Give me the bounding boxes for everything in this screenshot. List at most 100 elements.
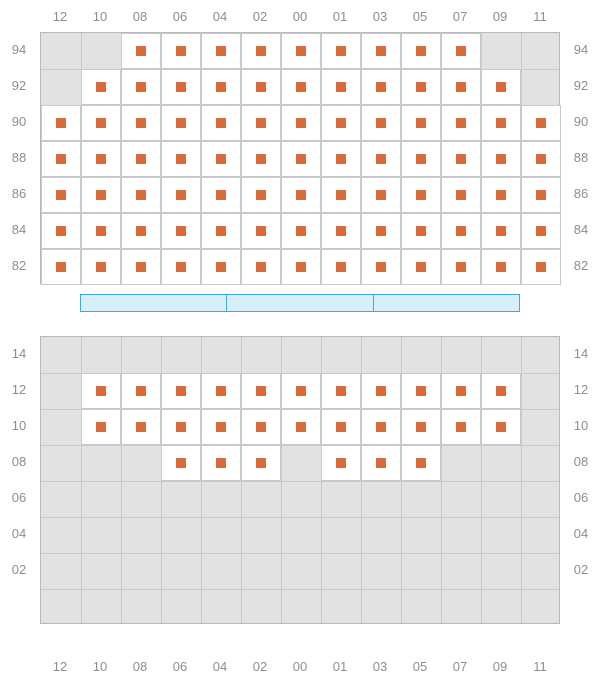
seat[interactable] [401, 409, 441, 445]
seat[interactable] [481, 177, 521, 213]
seat[interactable] [121, 141, 161, 177]
seat[interactable] [321, 69, 361, 105]
seat[interactable] [481, 249, 521, 285]
seat[interactable] [121, 69, 161, 105]
seat[interactable] [161, 249, 201, 285]
seat[interactable] [201, 105, 241, 141]
seat[interactable] [161, 177, 201, 213]
seat[interactable] [241, 141, 281, 177]
seat[interactable] [361, 69, 401, 105]
seat[interactable] [281, 177, 321, 213]
seat[interactable] [481, 141, 521, 177]
seat[interactable] [241, 445, 281, 481]
seat[interactable] [201, 177, 241, 213]
seat[interactable] [201, 213, 241, 249]
seat[interactable] [401, 177, 441, 213]
seat[interactable] [401, 105, 441, 141]
seat[interactable] [81, 249, 121, 285]
seat[interactable] [281, 409, 321, 445]
seat[interactable] [441, 69, 481, 105]
seat[interactable] [161, 445, 201, 481]
seat[interactable] [41, 105, 81, 141]
seat[interactable] [521, 213, 561, 249]
seat[interactable] [361, 33, 401, 69]
seat[interactable] [321, 445, 361, 481]
seat[interactable] [281, 373, 321, 409]
seat[interactable] [121, 213, 161, 249]
seat[interactable] [201, 445, 241, 481]
seat[interactable] [401, 249, 441, 285]
seat[interactable] [241, 177, 281, 213]
seat[interactable] [281, 141, 321, 177]
seat[interactable] [361, 177, 401, 213]
seat[interactable] [361, 105, 401, 141]
seat[interactable] [201, 141, 241, 177]
seat[interactable] [161, 105, 201, 141]
seat[interactable] [441, 177, 481, 213]
seat[interactable] [401, 373, 441, 409]
seat[interactable] [361, 445, 401, 481]
seat[interactable] [201, 249, 241, 285]
seat[interactable] [321, 373, 361, 409]
seat[interactable] [361, 373, 401, 409]
seat[interactable] [521, 105, 561, 141]
seat[interactable] [321, 409, 361, 445]
seat[interactable] [481, 409, 521, 445]
seat[interactable] [161, 213, 201, 249]
seat[interactable] [81, 409, 121, 445]
seat[interactable] [241, 105, 281, 141]
seat[interactable] [321, 105, 361, 141]
seat[interactable] [241, 213, 281, 249]
seat[interactable] [521, 141, 561, 177]
seat[interactable] [441, 141, 481, 177]
seat[interactable] [41, 249, 81, 285]
seat[interactable] [161, 409, 201, 445]
seat[interactable] [81, 69, 121, 105]
seat[interactable] [481, 213, 521, 249]
seat[interactable] [441, 373, 481, 409]
seat[interactable] [321, 249, 361, 285]
seat[interactable] [281, 69, 321, 105]
seat[interactable] [321, 177, 361, 213]
seat[interactable] [361, 141, 401, 177]
seat[interactable] [401, 141, 441, 177]
seat[interactable] [441, 249, 481, 285]
seat[interactable] [281, 249, 321, 285]
seat[interactable] [121, 105, 161, 141]
seat[interactable] [81, 105, 121, 141]
seat[interactable] [281, 33, 321, 69]
seat[interactable] [481, 373, 521, 409]
seat[interactable] [201, 33, 241, 69]
seat[interactable] [401, 69, 441, 105]
seat[interactable] [521, 177, 561, 213]
seat[interactable] [161, 69, 201, 105]
seat[interactable] [241, 249, 281, 285]
seat[interactable] [401, 445, 441, 481]
seat[interactable] [41, 213, 81, 249]
seat[interactable] [81, 141, 121, 177]
seat[interactable] [241, 409, 281, 445]
seat[interactable] [121, 373, 161, 409]
seat[interactable] [441, 409, 481, 445]
seat[interactable] [161, 33, 201, 69]
seat[interactable] [201, 409, 241, 445]
seat[interactable] [521, 249, 561, 285]
seat[interactable] [281, 105, 321, 141]
seat[interactable] [361, 249, 401, 285]
seat[interactable] [161, 141, 201, 177]
seat[interactable] [361, 409, 401, 445]
seat[interactable] [241, 33, 281, 69]
seat[interactable] [401, 213, 441, 249]
seat[interactable] [121, 249, 161, 285]
seat[interactable] [321, 141, 361, 177]
seat[interactable] [241, 69, 281, 105]
seat[interactable] [41, 177, 81, 213]
seat[interactable] [201, 69, 241, 105]
seat[interactable] [361, 213, 401, 249]
seat[interactable] [401, 33, 441, 69]
seat[interactable] [121, 33, 161, 69]
seat[interactable] [121, 177, 161, 213]
seat[interactable] [41, 141, 81, 177]
seat[interactable] [121, 409, 161, 445]
seat[interactable] [321, 213, 361, 249]
